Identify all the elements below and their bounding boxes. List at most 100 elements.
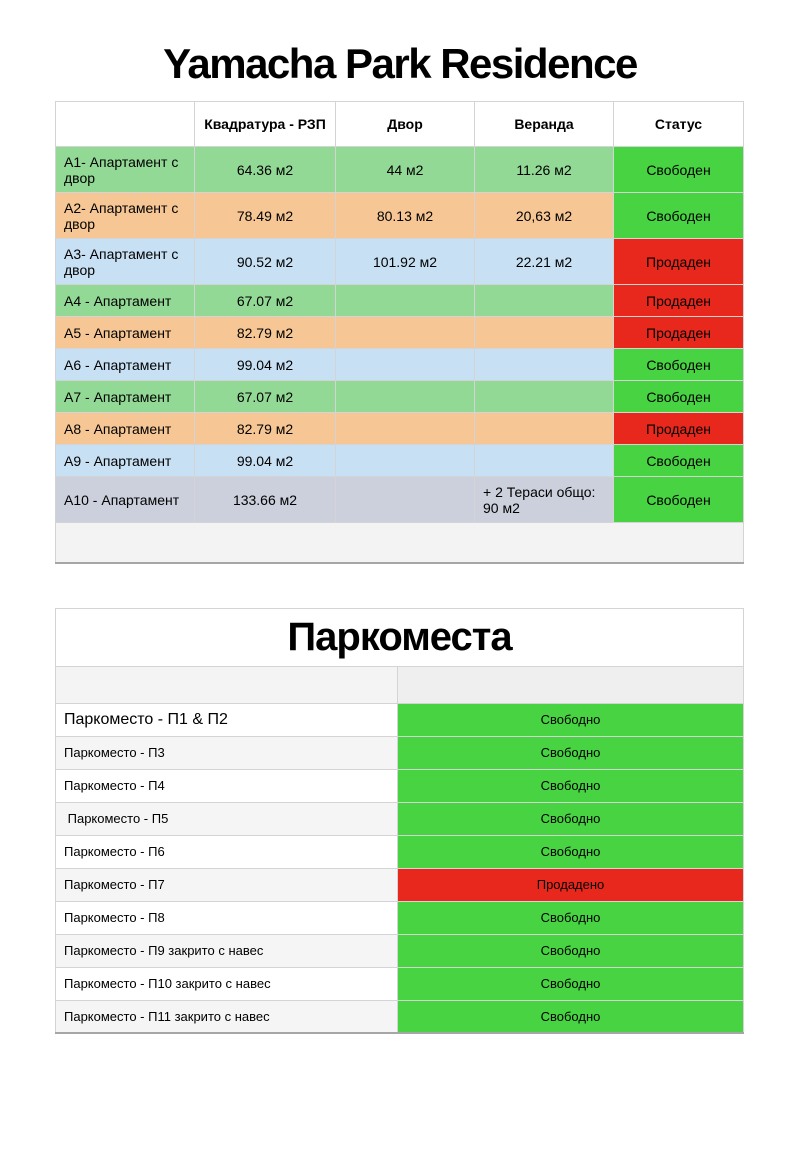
parking-header-row xyxy=(55,665,744,704)
parking-row: Паркоместо - П7 Продадено xyxy=(55,867,744,902)
status-cell: Продаден xyxy=(613,316,744,350)
yard-cell xyxy=(335,412,475,446)
status-cell: Свободен xyxy=(613,348,744,382)
parking-row: Паркоместо - П11 закрито с навес Свободн… xyxy=(55,999,744,1034)
yard-cell xyxy=(335,316,475,350)
parking-name-cell: Паркоместо - П11 закрито с навес xyxy=(55,999,398,1034)
area-cell: 64.36 м2 xyxy=(194,146,336,194)
status-cell: Свободен xyxy=(613,380,744,414)
column-header-veranda: Веранда xyxy=(474,101,614,148)
area-cell: 90.52 м2 xyxy=(194,238,336,286)
apartment-row: А4 - Апартамент 67.07 м2 Продаден xyxy=(55,284,744,318)
apartment-row: А3- Апартамент с двор 90.52 м2 101.92 м2… xyxy=(55,238,744,286)
parking-name-cell: Паркоместо - П8 xyxy=(55,900,398,935)
parking-name-cell: Паркоместо - П4 xyxy=(55,768,398,803)
status-cell: Свободен xyxy=(613,192,744,240)
area-cell: 78.49 м2 xyxy=(194,192,336,240)
column-header-name xyxy=(55,101,195,148)
yard-cell: 80.13 м2 xyxy=(335,192,475,240)
apartment-row: А8 - Апартамент 82.79 м2 Продаден xyxy=(55,412,744,446)
yard-cell xyxy=(335,476,475,524)
status-cell: Свободен xyxy=(613,444,744,478)
apartment-row: А7 - Апартамент 67.07 м2 Свободен xyxy=(55,380,744,414)
veranda-cell: + 2 Тераси общо: 90 м2 xyxy=(474,476,614,524)
yard-cell xyxy=(335,444,475,478)
parking-name-cell: Паркоместо - П3 xyxy=(55,735,398,770)
parking-status-cell: Свободно xyxy=(397,999,744,1034)
parking-row: Паркоместо - П9 закрито с навес Свободно xyxy=(55,933,744,968)
apartment-name-cell: А7 - Апартамент xyxy=(55,380,195,414)
area-cell: 67.07 м2 xyxy=(194,380,336,414)
yard-cell: 44 м2 xyxy=(335,146,475,194)
apartment-row: А5 - Апартамент 82.79 м2 Продаден xyxy=(55,316,744,350)
column-header-status: Статус xyxy=(613,101,744,148)
veranda-cell: 22.21 м2 xyxy=(474,238,614,286)
veranda-cell xyxy=(474,380,614,414)
parking-status-cell: Свободно xyxy=(397,900,744,935)
apartment-name-cell: А5 - Апартамент xyxy=(55,316,195,350)
apartment-row: А2- Апартамент с двор 78.49 м2 80.13 м2 … xyxy=(55,192,744,240)
apartments-empty-row xyxy=(55,522,744,564)
veranda-cell xyxy=(474,444,614,478)
apartment-row: А1- Апартамент с двор 64.36 м2 44 м2 11.… xyxy=(55,146,744,194)
apartment-row: А9 - Апартамент 99.04 м2 Свободен xyxy=(55,444,744,478)
parking-header-status-cell xyxy=(397,665,744,704)
area-cell: 133.66 м2 xyxy=(194,476,336,524)
veranda-cell: 11.26 м2 xyxy=(474,146,614,194)
veranda-cell xyxy=(474,348,614,382)
column-header-yard: Двор xyxy=(335,101,475,148)
area-cell: 82.79 м2 xyxy=(194,412,336,446)
parking-status-cell: Свободно xyxy=(397,933,744,968)
yard-cell xyxy=(335,284,475,318)
parking-status-cell: Свободно xyxy=(397,801,744,836)
veranda-cell xyxy=(474,412,614,446)
yard-cell xyxy=(335,348,475,382)
parking-row: Паркоместо - П3 Свободно xyxy=(55,735,744,770)
page: Yamacha Park Residence Квадратура - РЗП … xyxy=(0,40,800,1150)
column-header-area: Квадратура - РЗП xyxy=(194,101,336,148)
parking-table: Паркоместа Паркоместо - П1 & П2 Свободно… xyxy=(55,607,744,1035)
veranda-cell: 20,63 м2 xyxy=(474,192,614,240)
status-cell: Продаден xyxy=(613,284,744,318)
apartment-name-cell: А9 - Апартамент xyxy=(55,444,195,478)
area-cell: 67.07 м2 xyxy=(194,284,336,318)
parking-name-cell: Паркоместо - П1 & П2 xyxy=(55,702,398,737)
parking-name-cell: Паркоместо - П5 xyxy=(55,801,398,836)
parking-status-cell: Свободно xyxy=(397,834,744,869)
apartment-name-cell: А4 - Апартамент xyxy=(55,284,195,318)
apartment-row: А6 - Апартамент 99.04 м2 Свободен xyxy=(55,348,744,382)
area-cell: 99.04 м2 xyxy=(194,348,336,382)
parking-row: Паркоместо - П10 закрито с навес Свободн… xyxy=(55,966,744,1001)
yard-cell xyxy=(335,380,475,414)
apartment-name-cell: А1- Апартамент с двор xyxy=(55,146,195,194)
apartment-row: А10 - Апартамент 133.66 м2 + 2 Тераси об… xyxy=(55,476,744,524)
parking-status-cell: Свободно xyxy=(397,702,744,737)
parking-status-cell: Продадено xyxy=(397,867,744,902)
status-cell: Продаден xyxy=(613,238,744,286)
area-cell: 82.79 м2 xyxy=(194,316,336,350)
parking-row: Паркоместо - П8 Свободно xyxy=(55,900,744,935)
apartment-name-cell: А3- Апартамент с двор xyxy=(55,238,195,286)
apartment-name-cell: А6 - Апартамент xyxy=(55,348,195,382)
parking-header-name-cell xyxy=(55,665,398,704)
status-cell: Продаден xyxy=(613,412,744,446)
apartment-name-cell: А2- Апартамент с двор xyxy=(55,192,195,240)
veranda-cell xyxy=(474,316,614,350)
veranda-cell xyxy=(474,284,614,318)
apartments-table: Квадратура - РЗП Двор Веранда Статус А1-… xyxy=(55,101,744,564)
parking-row: Паркоместо - П5 Свободно xyxy=(55,801,744,836)
parking-name-cell: Паркоместо - П10 закрито с навес xyxy=(55,966,398,1001)
yard-cell: 101.92 м2 xyxy=(335,238,475,286)
parking-name-cell: Паркоместо - П7 xyxy=(55,867,398,902)
parking-row: Паркоместо - П6 Свободно xyxy=(55,834,744,869)
parking-name-cell: Паркоместо - П9 закрито с навес xyxy=(55,933,398,968)
page-title: Yamacha Park Residence xyxy=(163,40,638,87)
parking-status-cell: Свободно xyxy=(397,735,744,770)
parking-title: Паркоместа xyxy=(55,607,744,667)
parking-status-cell: Свободно xyxy=(397,768,744,803)
area-cell: 99.04 м2 xyxy=(194,444,336,478)
empty-cell xyxy=(55,522,744,564)
apartment-name-cell: А10 - Апартамент xyxy=(55,476,195,524)
apartment-name-cell: А8 - Апартамент xyxy=(55,412,195,446)
parking-title-row: Паркоместа xyxy=(55,607,744,667)
